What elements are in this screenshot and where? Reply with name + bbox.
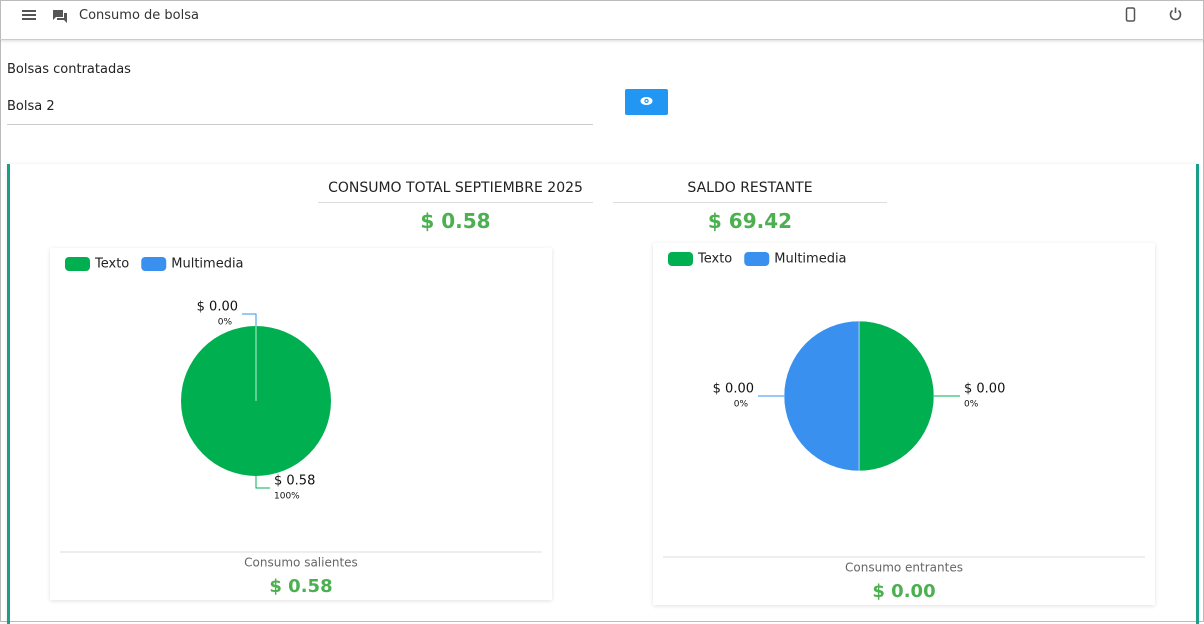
legend-label: Multimedia [171,257,243,272]
bolsa-select[interactable]: Bolsa 2 [7,99,593,125]
chart-caption: Consumo salientes [244,556,358,570]
value-label: $ 0.00 [964,382,1005,397]
percent-label: 0% [964,400,979,410]
value-label: $ 0.58 [274,474,315,489]
legend-swatch [744,252,770,266]
summary-label: CONSUMO TOTAL SEPTIEMBRE 2025 [318,180,593,203]
summary-value: $ 0.58 [420,209,491,233]
mobile-icon[interactable] [1125,7,1137,23]
chart-total: $ 0.58 [269,576,332,597]
chat-icon [53,10,67,23]
percent-label: 0% [734,400,749,410]
summary-label: SALDO RESTANTE [613,180,887,203]
legend-swatch [668,252,693,266]
chart-card: Texto Multimedia $ 0.00 0% $ 0.00 0% Consumo e… [653,243,1155,605]
leader-line [255,476,270,489]
content-panel [7,164,1199,624]
leader-line [242,313,257,326]
percent-label: 100% [274,492,300,502]
legend-label: Texto [94,257,129,272]
pie-slice [858,320,935,472]
view-button[interactable] [625,89,668,115]
pie-chart: Texto Multimedia $ 0.00 0% $ 0.00 0% Consumo e… [663,252,1145,602]
pie-slice [783,320,860,472]
chart-caption: Consumo entrantes [845,561,963,575]
value-label: $ 0.00 [197,300,238,315]
header: Consumo de bolsa [0,0,1204,40]
eye-icon [640,97,653,105]
legend-swatch [65,257,90,271]
menu-icon[interactable] [22,9,38,23]
chart-total: $ 0.00 [872,581,935,602]
percent-label: 0% [218,318,233,328]
legend-swatch [141,257,167,271]
chart-card: Texto Multimedia $ 0.58 100% $ 0.00 0% Consumo… [50,248,552,600]
page-title: Consumo de bolsa [79,8,199,23]
form-label: Bolsas contratadas [7,62,131,77]
legend-label: Texto [697,252,732,267]
power-icon[interactable] [1168,6,1184,22]
legend-label: Multimedia [774,252,846,267]
value-label: $ 0.00 [713,382,754,397]
summary-value: $ 69.42 [707,209,793,233]
pie-chart: Texto Multimedia $ 0.58 100% $ 0.00 0% Consumo… [60,257,542,597]
